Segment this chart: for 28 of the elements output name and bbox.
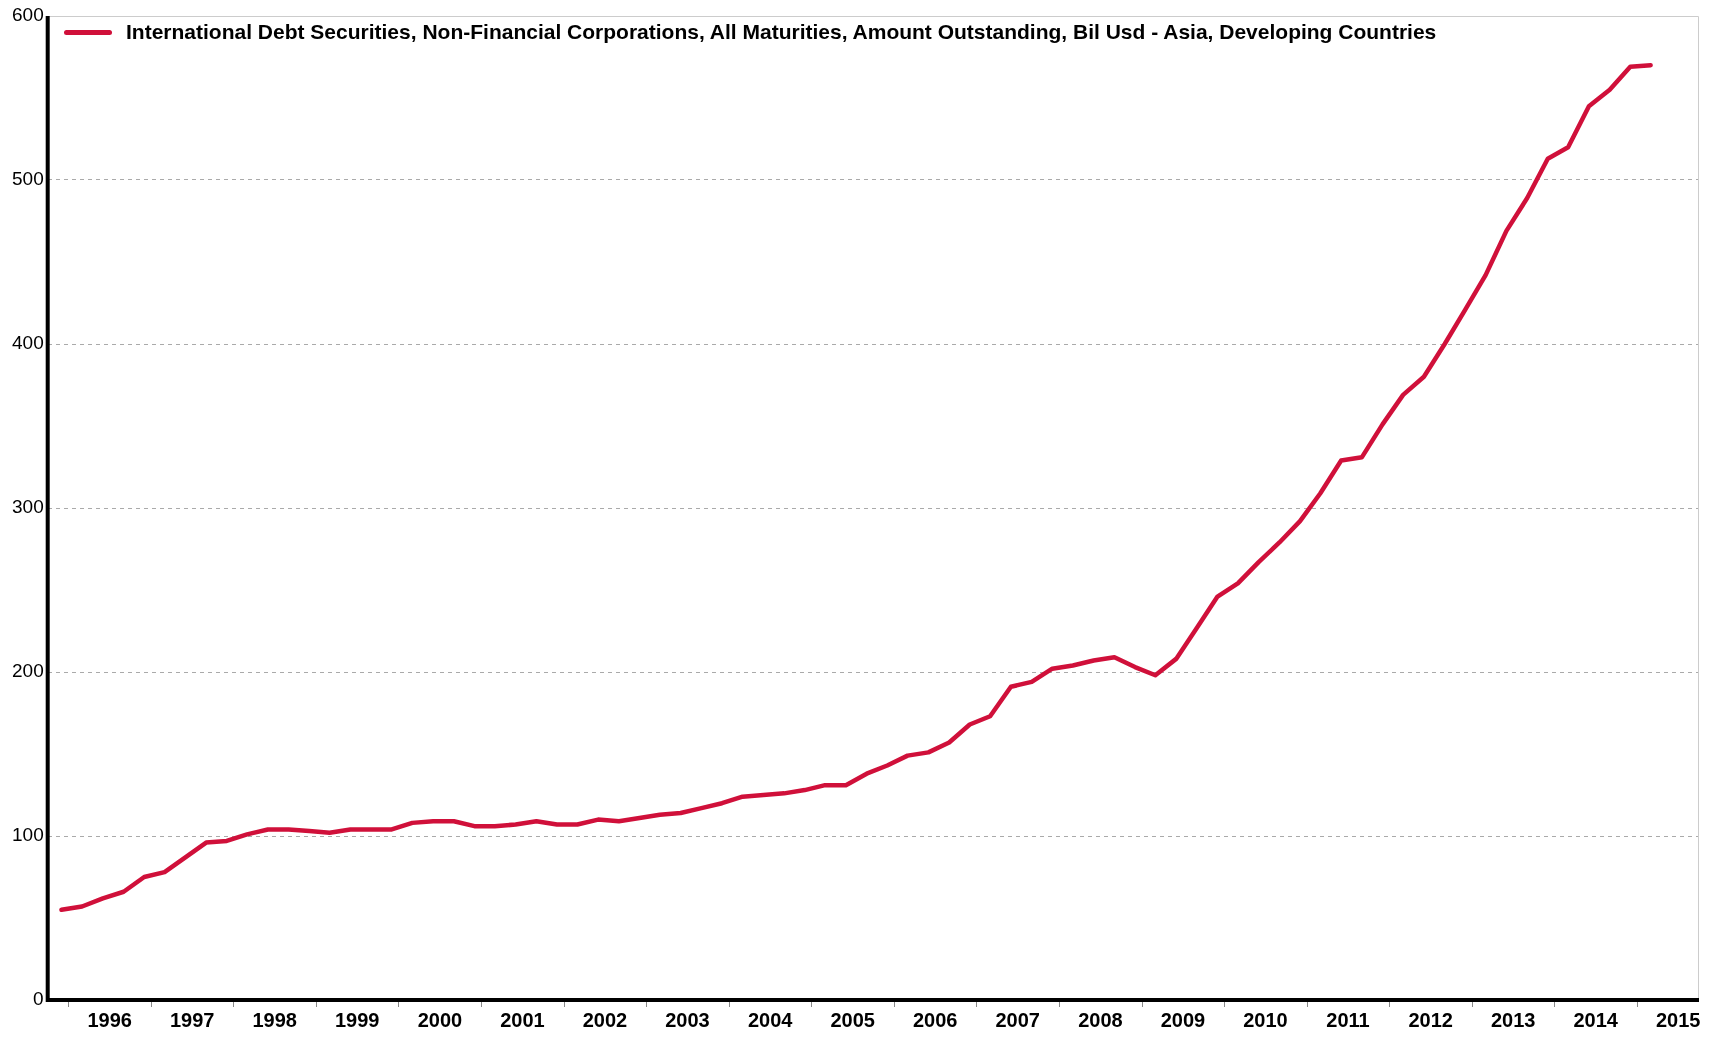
- y-tick-label: 500: [12, 168, 44, 190]
- x-tick-label: 2006: [912, 1008, 958, 1031]
- y-tick-label: 400: [12, 332, 44, 354]
- x-tick-label: 2014: [1573, 1008, 1619, 1031]
- y-tick-label: 200: [12, 660, 44, 682]
- x-tick-label: 1996: [87, 1008, 132, 1031]
- x-tick-label: 2001: [500, 1008, 545, 1031]
- x-tick-label: 2012: [1408, 1008, 1453, 1031]
- x-tick-label: 2010: [1243, 1008, 1288, 1031]
- x-tick-label: 2005: [830, 1008, 875, 1031]
- y-tick-label: 600: [12, 4, 44, 26]
- y-tick-label: 100: [12, 824, 44, 846]
- x-tick-label: 1998: [252, 1008, 297, 1031]
- x-tick-label: 2007: [995, 1008, 1040, 1031]
- x-tick-label: 1999: [334, 1008, 380, 1031]
- y-tick-label: 0: [33, 988, 44, 1010]
- x-tick-label: 2015: [1655, 1008, 1701, 1031]
- x-tick-label: 2008: [1078, 1008, 1123, 1031]
- x-tick-label: 1997: [169, 1008, 215, 1031]
- x-tick-label: 2004: [747, 1008, 794, 1031]
- x-tick-label: 2002: [582, 1008, 628, 1031]
- x-tick-label: 2009: [1160, 1008, 1206, 1031]
- x-tick-label: 2011: [1326, 1008, 1370, 1031]
- x-tick-label: 2013: [1490, 1008, 1536, 1031]
- legend-label: International Debt Securities, Non-Financial Corporations, All Maturities, Amount Outstanding, Bil Usd - Asia, Developing Countries: [126, 20, 1437, 44]
- x-tick-label: 2003: [665, 1008, 710, 1031]
- x-tick-label: 2000: [417, 1008, 463, 1031]
- y-tick-label: 300: [12, 496, 44, 518]
